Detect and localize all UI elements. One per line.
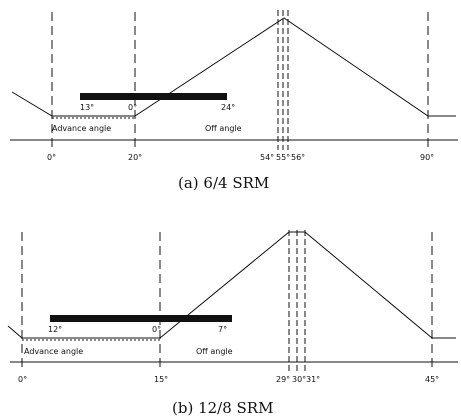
axis-label: 29° bbox=[276, 375, 290, 384]
panel-a-labels: 13° 0° 24° Advance angle Off angle 0° 20… bbox=[47, 103, 434, 192]
axis-label: 45° bbox=[425, 375, 439, 384]
panel-caption: (b) 12/8 SRM bbox=[172, 399, 273, 417]
axis-label: 30° bbox=[292, 375, 306, 384]
conduction-bar-b bbox=[50, 315, 232, 322]
bar-label-start: 12° bbox=[48, 325, 62, 334]
axis-label: 90° bbox=[420, 153, 434, 162]
panel-b-labels: 12° 0° 7° Advance angle Off angle 0° 15°… bbox=[18, 325, 439, 417]
bar-label-zero: 0° bbox=[128, 103, 137, 112]
axis-label: 20° bbox=[128, 153, 142, 162]
axis-label: 15° bbox=[154, 375, 168, 384]
bar-label-end: 24° bbox=[221, 103, 235, 112]
bar-label-zero: 0° bbox=[152, 325, 161, 334]
axis-label: 54° bbox=[260, 153, 274, 162]
advance-angle-label: Advance angle bbox=[24, 347, 83, 356]
advance-angle-label: Advance angle bbox=[52, 124, 111, 133]
axis-label: 0° bbox=[18, 375, 27, 384]
bar-label-start: 13° bbox=[80, 103, 94, 112]
inductance-profile-b bbox=[7, 231, 456, 339]
bar-label-end: 7° bbox=[218, 325, 227, 334]
inductance-profile-a bbox=[11, 17, 456, 117]
panel-caption: (a) 6/4 SRM bbox=[178, 174, 269, 192]
axis-label: 56° bbox=[291, 153, 305, 162]
off-angle-label: Off angle bbox=[196, 347, 233, 356]
axis-label: 31° bbox=[306, 375, 320, 384]
panel-a bbox=[10, 10, 458, 150]
conduction-bar-a bbox=[80, 93, 227, 100]
off-angle-label: Off angle bbox=[205, 124, 242, 133]
panel-b bbox=[7, 230, 458, 372]
axis-label: 0° bbox=[47, 153, 56, 162]
axis-label: 55° bbox=[276, 153, 290, 162]
